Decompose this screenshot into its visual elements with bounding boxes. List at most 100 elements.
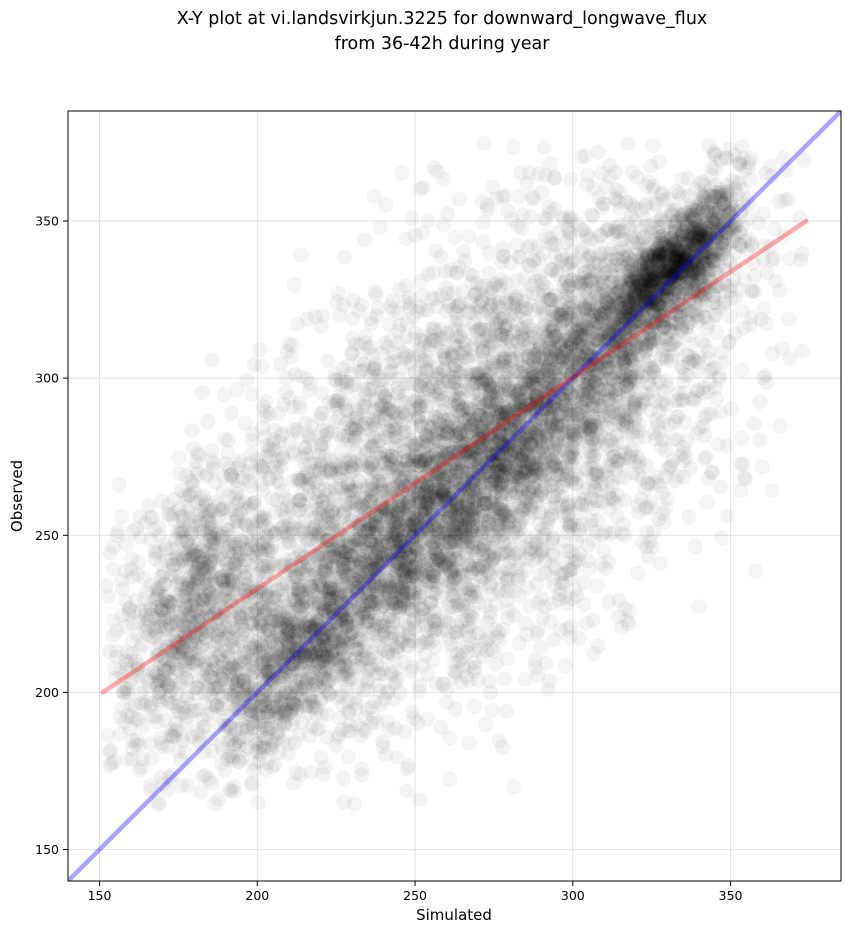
data-point xyxy=(642,231,658,247)
data-point xyxy=(553,338,568,353)
data-point xyxy=(622,286,637,301)
data-point xyxy=(274,696,289,711)
data-point xyxy=(354,761,370,777)
data-point xyxy=(421,551,436,566)
data-point xyxy=(336,771,351,786)
data-point xyxy=(498,446,513,462)
data-point xyxy=(423,510,438,525)
data-point xyxy=(674,324,689,339)
data-point xyxy=(375,557,390,572)
data-point xyxy=(489,458,505,474)
data-point xyxy=(251,623,266,639)
plot-area xyxy=(68,111,841,881)
data-point xyxy=(517,431,533,447)
data-point xyxy=(285,649,301,664)
data-point xyxy=(224,634,239,649)
data-point xyxy=(593,373,608,388)
data-point xyxy=(542,420,558,435)
data-point xyxy=(570,352,585,367)
data-point xyxy=(272,717,287,733)
data-point xyxy=(499,456,514,471)
data-point xyxy=(497,671,512,687)
data-point xyxy=(643,217,658,233)
data-point xyxy=(536,317,552,332)
data-point xyxy=(331,547,347,562)
data-point xyxy=(476,436,492,451)
data-point xyxy=(271,641,286,657)
data-point xyxy=(205,352,220,368)
data-point xyxy=(359,524,375,540)
data-point xyxy=(567,407,582,423)
data-point xyxy=(685,233,700,249)
data-point xyxy=(485,453,500,469)
data-point xyxy=(421,521,436,536)
data-point xyxy=(513,421,528,437)
data-point xyxy=(450,465,465,480)
data-point xyxy=(439,498,454,513)
data-point xyxy=(437,477,453,492)
data-point xyxy=(621,374,637,389)
data-point xyxy=(251,744,267,759)
data-point xyxy=(321,605,336,621)
data-point xyxy=(504,435,519,450)
data-point xyxy=(462,735,477,751)
data-point xyxy=(267,757,283,772)
data-point xyxy=(690,278,705,294)
data-point xyxy=(428,546,444,561)
data-point xyxy=(579,302,594,318)
data-point xyxy=(406,612,422,627)
data-point xyxy=(694,274,709,289)
data-point xyxy=(357,639,372,655)
data-point xyxy=(393,528,408,543)
data-point xyxy=(695,261,711,276)
data-point xyxy=(700,234,715,249)
data-point xyxy=(430,491,445,506)
data-point xyxy=(471,426,486,441)
data-point xyxy=(329,615,344,630)
data-point xyxy=(266,699,281,714)
data-point xyxy=(309,657,324,673)
scatter-points xyxy=(98,136,811,812)
data-point xyxy=(492,446,507,461)
data-point xyxy=(256,399,271,415)
data-point xyxy=(334,614,349,629)
data-point xyxy=(429,521,444,536)
data-point xyxy=(497,374,512,389)
data-point xyxy=(392,599,408,614)
data-point xyxy=(335,563,350,578)
data-point xyxy=(450,498,465,513)
data-point xyxy=(589,352,604,367)
chart-title-line-1: X-Y plot at vi.landsvirkjun.3225 for dow… xyxy=(177,9,708,29)
data-point xyxy=(251,795,266,810)
data-point xyxy=(651,264,666,279)
data-point xyxy=(719,251,734,266)
data-point xyxy=(587,388,603,403)
data-point xyxy=(291,630,306,645)
data-point xyxy=(281,630,297,645)
data-point xyxy=(556,350,571,366)
data-point xyxy=(260,623,275,638)
data-point xyxy=(530,444,545,460)
data-point xyxy=(360,574,375,589)
data-point xyxy=(349,696,364,711)
data-point xyxy=(526,355,542,371)
data-point xyxy=(413,607,429,622)
data-point xyxy=(287,277,302,293)
data-point xyxy=(541,357,556,372)
data-point xyxy=(544,417,559,432)
data-point xyxy=(378,531,393,546)
data-point xyxy=(406,487,422,502)
data-point xyxy=(699,495,714,510)
data-point xyxy=(420,467,435,482)
data-point xyxy=(291,633,306,648)
data-point xyxy=(394,581,410,596)
data-point xyxy=(347,796,362,812)
data-point xyxy=(318,559,333,574)
data-point xyxy=(469,446,484,461)
data-point xyxy=(427,552,442,568)
data-point xyxy=(304,645,319,661)
data-point xyxy=(666,202,682,218)
data-point xyxy=(337,550,352,565)
data-point xyxy=(655,246,671,261)
